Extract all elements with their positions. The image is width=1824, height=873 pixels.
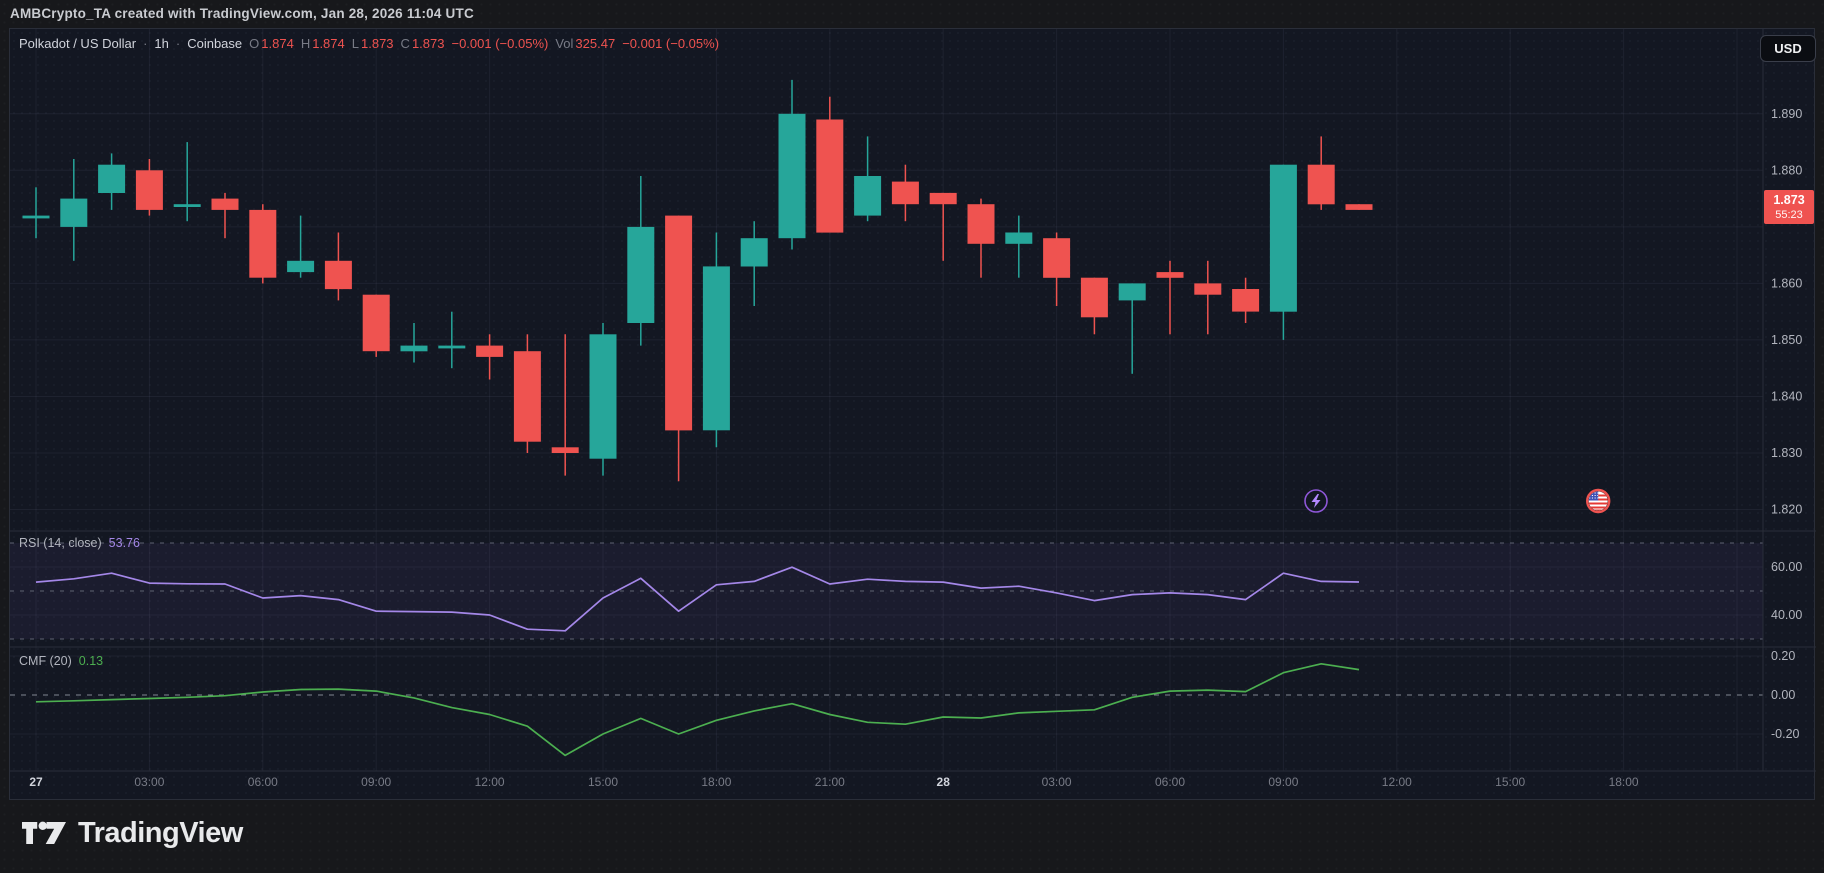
candle[interactable] (249, 204, 277, 284)
ohlc-close: C 1.873 (400, 36, 445, 51)
time-axis-label: 15:00 (1495, 775, 1525, 789)
candle[interactable] (551, 334, 579, 476)
candle[interactable] (627, 176, 655, 346)
rsi-legend[interactable]: RSI (14, close) 53.76 (19, 536, 140, 550)
candle[interactable] (1232, 277, 1260, 323)
candle[interactable] (1043, 232, 1071, 307)
us-flag-icon[interactable] (1585, 488, 1611, 514)
price-change: −0.001 (−0.05%) (451, 36, 549, 51)
candle[interactable] (98, 153, 126, 210)
tradingview-logo-mark (22, 821, 66, 844)
time-axis-label: 12:00 (1382, 775, 1412, 789)
candle[interactable] (816, 96, 844, 233)
candle[interactable] (702, 232, 730, 448)
symbol-legend[interactable]: Polkadot / US Dollar · 1h · Coinbase O 1.… (19, 36, 719, 51)
price-axis-label: 1.840 (1771, 390, 1802, 404)
tradingview-logo[interactable]: TradingView (22, 816, 243, 850)
cmf-legend[interactable]: CMF (20) 0.13 (19, 654, 103, 668)
time-axis-label: 15:00 (588, 775, 618, 789)
time-axis-label: 12:00 (475, 775, 505, 789)
symbol-name[interactable]: Polkadot / US Dollar (19, 36, 137, 51)
price-axis-label: 1.820 (1771, 503, 1802, 517)
time-axis-label: 27 (29, 775, 43, 789)
candle[interactable] (1118, 283, 1146, 374)
cmf-title[interactable]: CMF (20) (19, 654, 72, 668)
candle[interactable] (287, 215, 315, 278)
candle[interactable] (1080, 277, 1108, 335)
ohlc-low: L 1.873 (351, 36, 394, 51)
price-axis-label: 1.850 (1771, 333, 1802, 347)
candle[interactable] (60, 159, 88, 261)
price-axis-label: 1.890 (1771, 107, 1802, 121)
candle[interactable] (967, 198, 995, 278)
candle[interactable] (778, 79, 806, 250)
candle[interactable] (854, 136, 882, 222)
candle[interactable] (476, 334, 504, 380)
time-axis-label: 06:00 (248, 775, 278, 789)
candle[interactable] (1005, 215, 1033, 278)
cmf-value: 0.13 (78, 654, 104, 668)
candle[interactable] (211, 192, 239, 239)
time-axis-label: 18:00 (1609, 775, 1639, 789)
price-axis-label: 1.880 (1771, 163, 1802, 177)
time-axis-label: 21:00 (815, 775, 845, 789)
candle[interactable] (589, 323, 617, 476)
time-axis-label: 03:00 (1042, 775, 1072, 789)
ohlc-open: O 1.874 (249, 36, 294, 51)
ohlc-high: H 1.874 (300, 36, 345, 51)
last-price: 1.873 (1773, 193, 1805, 207)
candle[interactable] (324, 232, 352, 301)
candle[interactable] (400, 323, 428, 363)
candle[interactable] (22, 187, 50, 239)
volume-change: −0.001 (−0.05%) (622, 36, 720, 51)
price-axis-label: 1.830 (1771, 446, 1802, 460)
chart-canvas[interactable]: 1.890 1.880 1.860 1.850 1.840 1.830 1.820 60.00… (10, 29, 1816, 801)
candle[interactable] (1156, 260, 1184, 335)
chart-container[interactable]: 1.890 1.880 1.860 1.850 1.840 1.830 1.820 60.00… (9, 28, 1816, 801)
rsi-axis-label: 60.00 (1771, 560, 1802, 574)
candle[interactable] (929, 192, 957, 261)
last-price-badge: 1.873 55:23 (1764, 190, 1814, 225)
publication-caption: AMBCrypto_TA created with TradingView.co… (10, 6, 474, 21)
cmf-line[interactable] (35, 662, 1360, 757)
lightning-alert-icon[interactable] (1304, 489, 1328, 513)
tradingview-logo-text: TradingView (78, 816, 243, 849)
volume: Vol 325.47 (555, 36, 616, 51)
time-axis-label: 09:00 (1268, 775, 1298, 789)
currency-toggle-button[interactable]: USD (1760, 35, 1816, 62)
symbol-interval[interactable]: 1h (154, 36, 169, 51)
rsi-title[interactable]: RSI (14, close) (19, 536, 102, 550)
candle[interactable] (891, 164, 919, 222)
candle[interactable] (362, 294, 390, 357)
legend-separator: · (143, 36, 148, 51)
cmf-axis-label: -0.20 (1771, 727, 1800, 741)
rsi-line[interactable] (35, 566, 1360, 632)
candle[interactable] (135, 159, 163, 216)
price-axis-label: 1.860 (1771, 276, 1802, 290)
time-axis-label: 28 (937, 775, 951, 789)
cmf-axis-label: 0.20 (1771, 649, 1795, 663)
symbol-exchange[interactable]: Coinbase (187, 36, 243, 51)
candle[interactable] (513, 334, 541, 453)
candle[interactable] (173, 142, 201, 222)
bar-countdown: 55:23 (1775, 208, 1803, 221)
legend-separator: · (175, 36, 181, 51)
candle[interactable] (1269, 164, 1297, 340)
candle[interactable] (1345, 204, 1373, 210)
cmf-axis-label: 0.00 (1771, 688, 1795, 702)
candle[interactable] (740, 221, 768, 306)
candle[interactable] (438, 311, 466, 369)
rsi-value: 53.76 (108, 536, 140, 550)
time-axis-label: 03:00 (134, 775, 164, 789)
candle[interactable] (1194, 260, 1222, 335)
rsi-axis-label: 40.00 (1771, 608, 1802, 622)
time-axis-label: 18:00 (701, 775, 731, 789)
time-axis-label: 06:00 (1155, 775, 1185, 789)
candle[interactable] (665, 215, 693, 482)
time-axis-label: 09:00 (361, 775, 391, 789)
candle[interactable] (1307, 136, 1335, 210)
